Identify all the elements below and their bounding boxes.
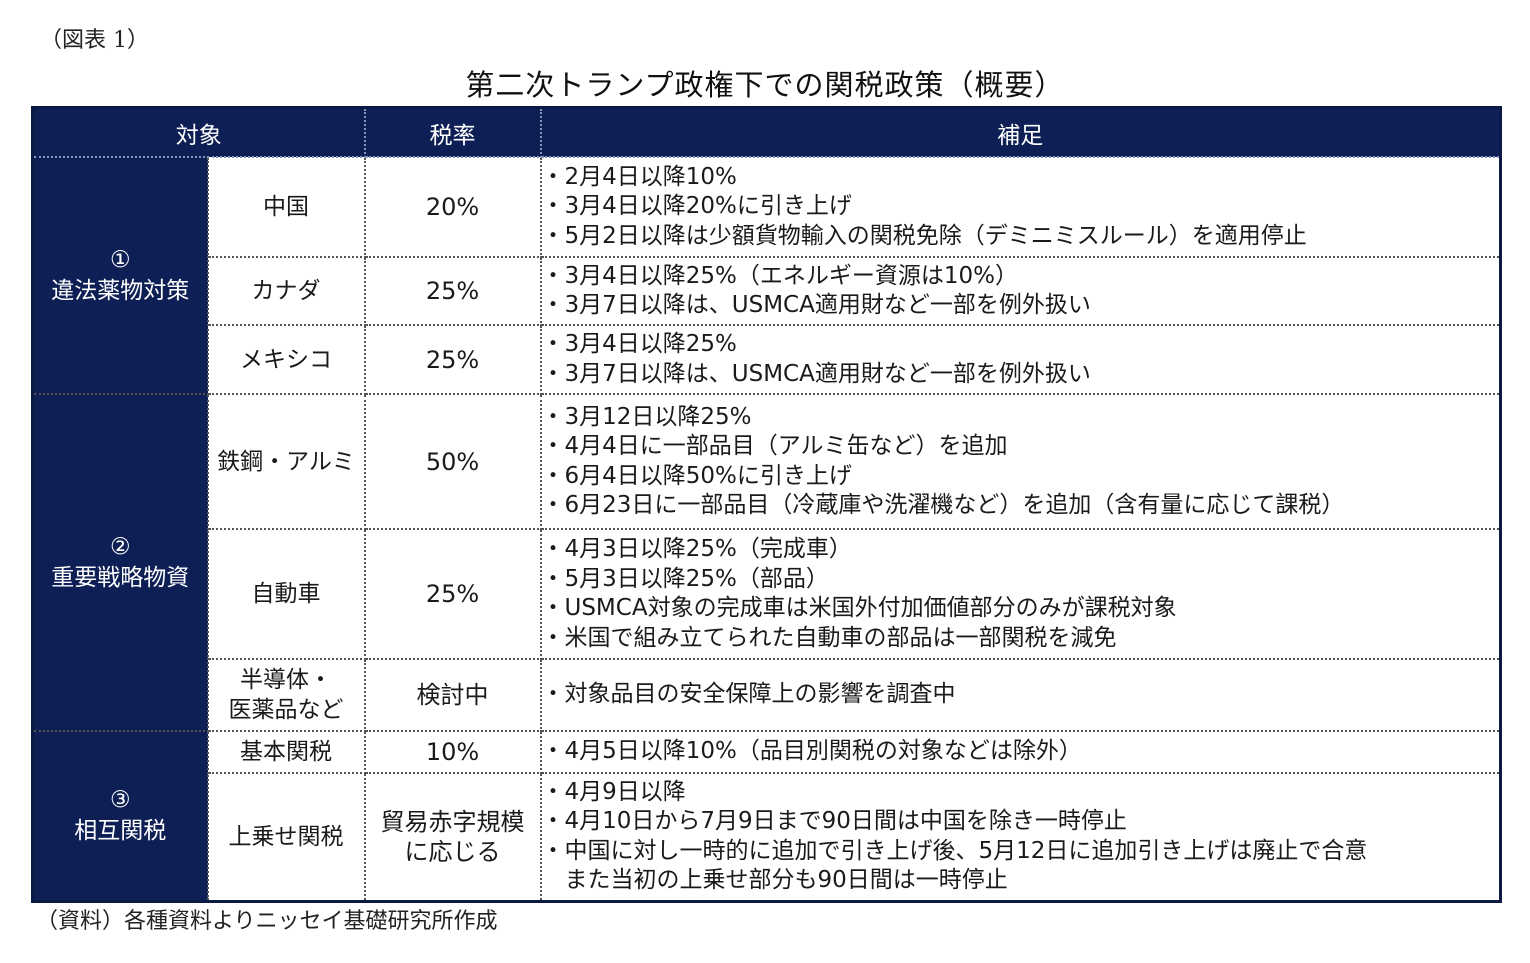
category-name: 重要戦略物資 <box>51 564 190 591</box>
rate-line: に応じる <box>404 837 501 866</box>
category-number: ① <box>109 246 131 273</box>
item-cell: 鉄鋼・アルミ <box>206 393 366 530</box>
note-line: ・3月4日以降25%（エネルギー資源は10%） <box>541 262 1019 289</box>
table-row: 上乗せ関税 貿易赤字規模 に応じる ・4月9日以降 ・4月10日から7月9日まで… <box>33 772 1502 902</box>
table-header-row: 対象 税率 補足 <box>31 106 1502 158</box>
source-note: （資料）各種資料よりニッセイ基礎研究所作成 <box>36 909 498 934</box>
rate-cell: 検討中 <box>363 658 542 732</box>
item-line: 医薬品など <box>228 697 344 723</box>
note-line: ・3月7日以降は、USMCA適用財など一部を例外扱い <box>541 360 1091 387</box>
header-rate: 税率 <box>363 106 542 158</box>
note-line: ・6月23日に一部品目（冷蔵庫や洗濯機など）を追加（含有量に応じて課税） <box>541 492 1345 518</box>
notes-cell: ・対象品目の安全保障上の影響を調査中 <box>539 658 1502 732</box>
note-line: ・5月2日以降は少額貨物輸入の関税免除（デミニミスルール）を適用停止 <box>541 222 1307 249</box>
table-row: ② 重要戦略物資 鉄鋼・アルミ 50% ・3月12日以降25% ・4月4日に一部… <box>31 393 1502 732</box>
item-line: 半導体・ <box>240 667 332 693</box>
notes-cell: ・3月4日以降25% ・3月7日以降は、USMCA適用財など一部を例外扱い <box>539 324 1502 395</box>
notes-cell: ・3月4日以降25%（エネルギー資源は10%） ・3月7日以降は、USMCA適用… <box>539 256 1502 326</box>
table-row: カナダ 25% ・3月4日以降25%（エネルギー資源は10%） ・3月7日以降は… <box>33 256 1502 326</box>
item-cell: カナダ <box>206 256 366 326</box>
note-line: また当初の上乗せ部分も90日間は一時停止 <box>541 867 1008 894</box>
item-cell: 半導体・ 医薬品など <box>206 658 366 732</box>
category-number: ② <box>109 533 131 560</box>
category-name: 相互関税 <box>74 817 167 844</box>
note-line: ・2月4日以降10% <box>541 163 737 190</box>
item-cell: 上乗せ関税 <box>206 772 366 902</box>
note-line: ・3月12日以降25% <box>541 403 752 430</box>
category-cell-3: ③ 相互関税 <box>31 730 209 902</box>
note-line: ・5月3日以降25%（部品） <box>541 565 829 592</box>
note-line: ・4月3日以降25%（完成車） <box>541 536 852 562</box>
notes-cell: ・4月3日以降25%（完成車） ・5月3日以降25%（部品） ・USMCA対象の… <box>539 528 1502 660</box>
page-title: 第二次トランプ政権下での関税政策（概要） <box>465 68 1065 102</box>
tariff-policy-table: 対象 税率 補足 ① 違法薬物対策 中国 20% ・2月4日以降10% ・3月4… <box>31 106 1502 903</box>
item-cell: 中国 <box>206 156 366 258</box>
rate-cell: 10% <box>363 730 542 774</box>
note-line: ・4月10日から7月9日まで90日間は中国を除き一時停止 <box>541 808 1127 835</box>
note-line: ・USMCA対象の完成車は米国外付加価値部分のみが課税対象 <box>541 595 1177 621</box>
category-cell-1: ① 違法薬物対策 <box>31 156 209 395</box>
category-name: 違法薬物対策 <box>51 277 190 304</box>
category-number: ③ <box>109 786 131 813</box>
note-line: ・3月7日以降は、USMCA適用財など一部を例外扱い <box>541 292 1091 318</box>
rate-cell: 50% <box>363 393 542 530</box>
item-cell: 基本関税 <box>206 730 366 774</box>
note-line: ・対象品目の安全保障上の影響を調査中 <box>541 681 956 708</box>
rate-cell: 20% <box>363 156 542 258</box>
notes-cell: ・2月4日以降10% ・3月4日以降20%に引き上げ ・5月2日以降は少額貨物輸… <box>539 156 1502 258</box>
table-row: 半導体・ 医薬品など 検討中 ・対象品目の安全保障上の影響を調査中 <box>33 658 1502 732</box>
category-cell-2: ② 重要戦略物資 <box>31 393 209 732</box>
note-line: ・中国に対し一時的に追加で引き上げ後、5月12日に追加引き上げは廃止で合意 <box>541 837 1368 864</box>
header-notes: 補足 <box>539 106 1502 158</box>
note-line: ・4月5日以降10%（品目別関税の対象などは除外） <box>541 738 1082 765</box>
note-line: ・4月4日に一部品目（アルミ缶など）を追加 <box>541 433 1008 459</box>
notes-cell: ・3月12日以降25% ・4月4日に一部品目（アルミ缶など）を追加 ・6月4日以… <box>539 393 1502 530</box>
notes-cell: ・4月9日以降 ・4月10日から7月9日まで90日間は中国を除き一時停止 ・中国… <box>539 772 1502 902</box>
notes-cell: ・4月5日以降10%（品目別関税の対象などは除外） <box>539 730 1502 774</box>
note-line: ・6月4日以降50%に引き上げ <box>541 462 852 489</box>
header-target: 対象 <box>31 106 366 158</box>
table-row: メキシコ 25% ・3月4日以降25% ・3月7日以降は、USMCA適用財など一… <box>33 324 1502 395</box>
rate-cell: 25% <box>363 324 542 395</box>
figure-label: （図表 1） <box>40 28 149 53</box>
rate-cell: 25% <box>363 256 542 326</box>
note-line: ・4月9日以降 <box>541 778 686 805</box>
rate-cell: 25% <box>363 528 542 660</box>
rate-line: 貿易赤字規模 <box>380 807 525 836</box>
note-line: ・3月4日以降20%に引き上げ <box>541 193 852 220</box>
note-line: ・3月4日以降25% <box>541 331 737 357</box>
table-row: ③ 相互関税 基本関税 10% ・4月5日以降10%（品目別関税の対象などは除外… <box>31 730 1502 902</box>
table-row: ① 違法薬物対策 中国 20% ・2月4日以降10% ・3月4日以降20%に引き… <box>31 156 1502 395</box>
table-row: 自動車 25% ・4月3日以降25%（完成車） ・5月3日以降25%（部品） ・… <box>33 528 1502 660</box>
item-cell: 自動車 <box>206 528 366 660</box>
rate-cell: 貿易赤字規模 に応じる <box>363 772 542 902</box>
note-line: ・米国で組み立てられた自動車の部品は一部関税を減免 <box>541 624 1117 651</box>
item-cell: メキシコ <box>206 324 366 395</box>
